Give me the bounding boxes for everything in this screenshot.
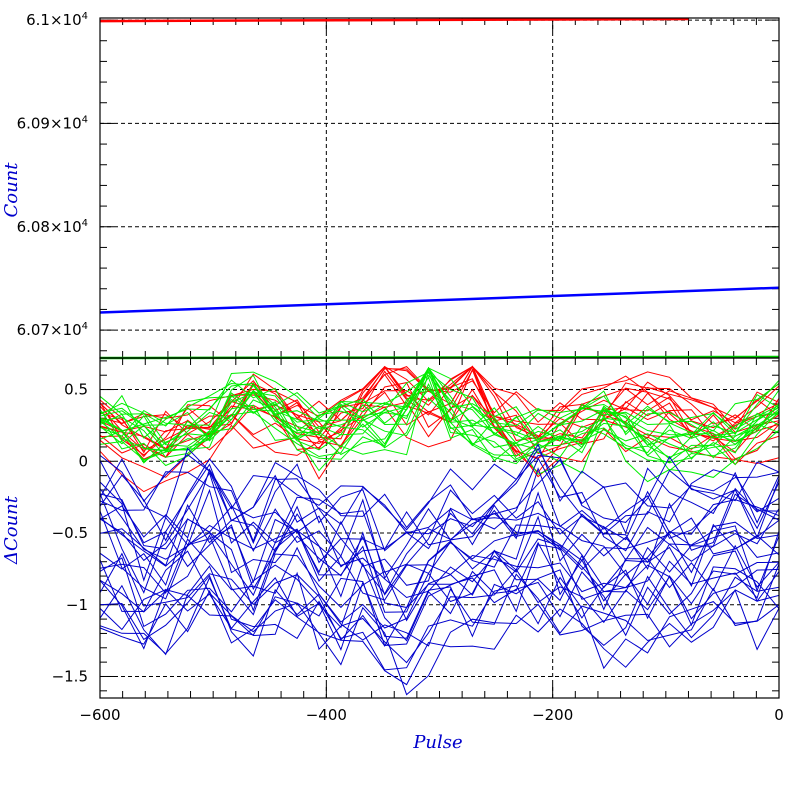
series-line (100, 550, 779, 647)
series-line (100, 367, 779, 439)
series-line (100, 544, 779, 647)
y-tick-label: 6.09×104 (17, 114, 88, 132)
series-line (100, 447, 779, 531)
series-line (100, 365, 779, 441)
x-tick-label: −400 (306, 706, 347, 724)
series-line (100, 394, 779, 466)
series-line (100, 517, 779, 613)
series-line (99, 286, 780, 314)
series-line (100, 565, 779, 671)
series-line (100, 369, 779, 483)
y-tick-label: 0 (78, 452, 88, 470)
series-line (100, 571, 779, 686)
series-line (100, 467, 779, 580)
y-tick-label: −1 (66, 596, 88, 614)
plot-frame (99, 357, 780, 699)
top-y-axis-title: Count (1, 162, 22, 218)
series-line (100, 371, 779, 445)
series-line (100, 576, 779, 696)
series-line (100, 394, 779, 493)
plot-frame (99, 17, 780, 359)
x-tick-label: 0 (774, 706, 784, 724)
x-tick-label: −600 (79, 706, 120, 724)
y-tick-label: 6.08×104 (17, 218, 88, 236)
series-line (100, 488, 779, 596)
series-line (100, 515, 779, 622)
series-line (100, 566, 779, 664)
series-line (100, 365, 779, 444)
top-panel: 6.07×104 6.08×104 6.09×104 6.1×104 (17, 11, 780, 360)
bottom-panel: −1.5 −1 −0.5 0 0.5 −600 −400 −200 0 (52, 357, 784, 724)
series-line (100, 366, 779, 430)
series-line (100, 366, 779, 449)
series-line (100, 447, 779, 550)
series-line (100, 371, 779, 444)
y-tick-label: 6.07×104 (17, 321, 88, 339)
series-line (100, 541, 779, 642)
series-line (100, 454, 779, 535)
y-tick-label: 0.5 (64, 381, 88, 399)
series-group (100, 365, 779, 696)
series-line (100, 471, 779, 573)
series-line (100, 457, 779, 552)
series-line (100, 487, 779, 595)
series-line (100, 563, 779, 657)
series-line (100, 366, 779, 460)
bottom-y-axis-title: ΔCount (1, 495, 22, 565)
y-tick-label: −1.5 (52, 667, 88, 685)
series-line (100, 443, 779, 552)
series-line (100, 383, 779, 464)
y-tick-label: 6.1×104 (26, 11, 88, 29)
series-line (100, 518, 779, 612)
y-tick-label: −0.5 (52, 524, 88, 542)
series-line (99, 17, 689, 23)
x-axis-title: Pulse (412, 732, 462, 753)
series-line (100, 368, 779, 460)
x-tick-label: −200 (532, 706, 573, 724)
series-line (100, 376, 779, 464)
